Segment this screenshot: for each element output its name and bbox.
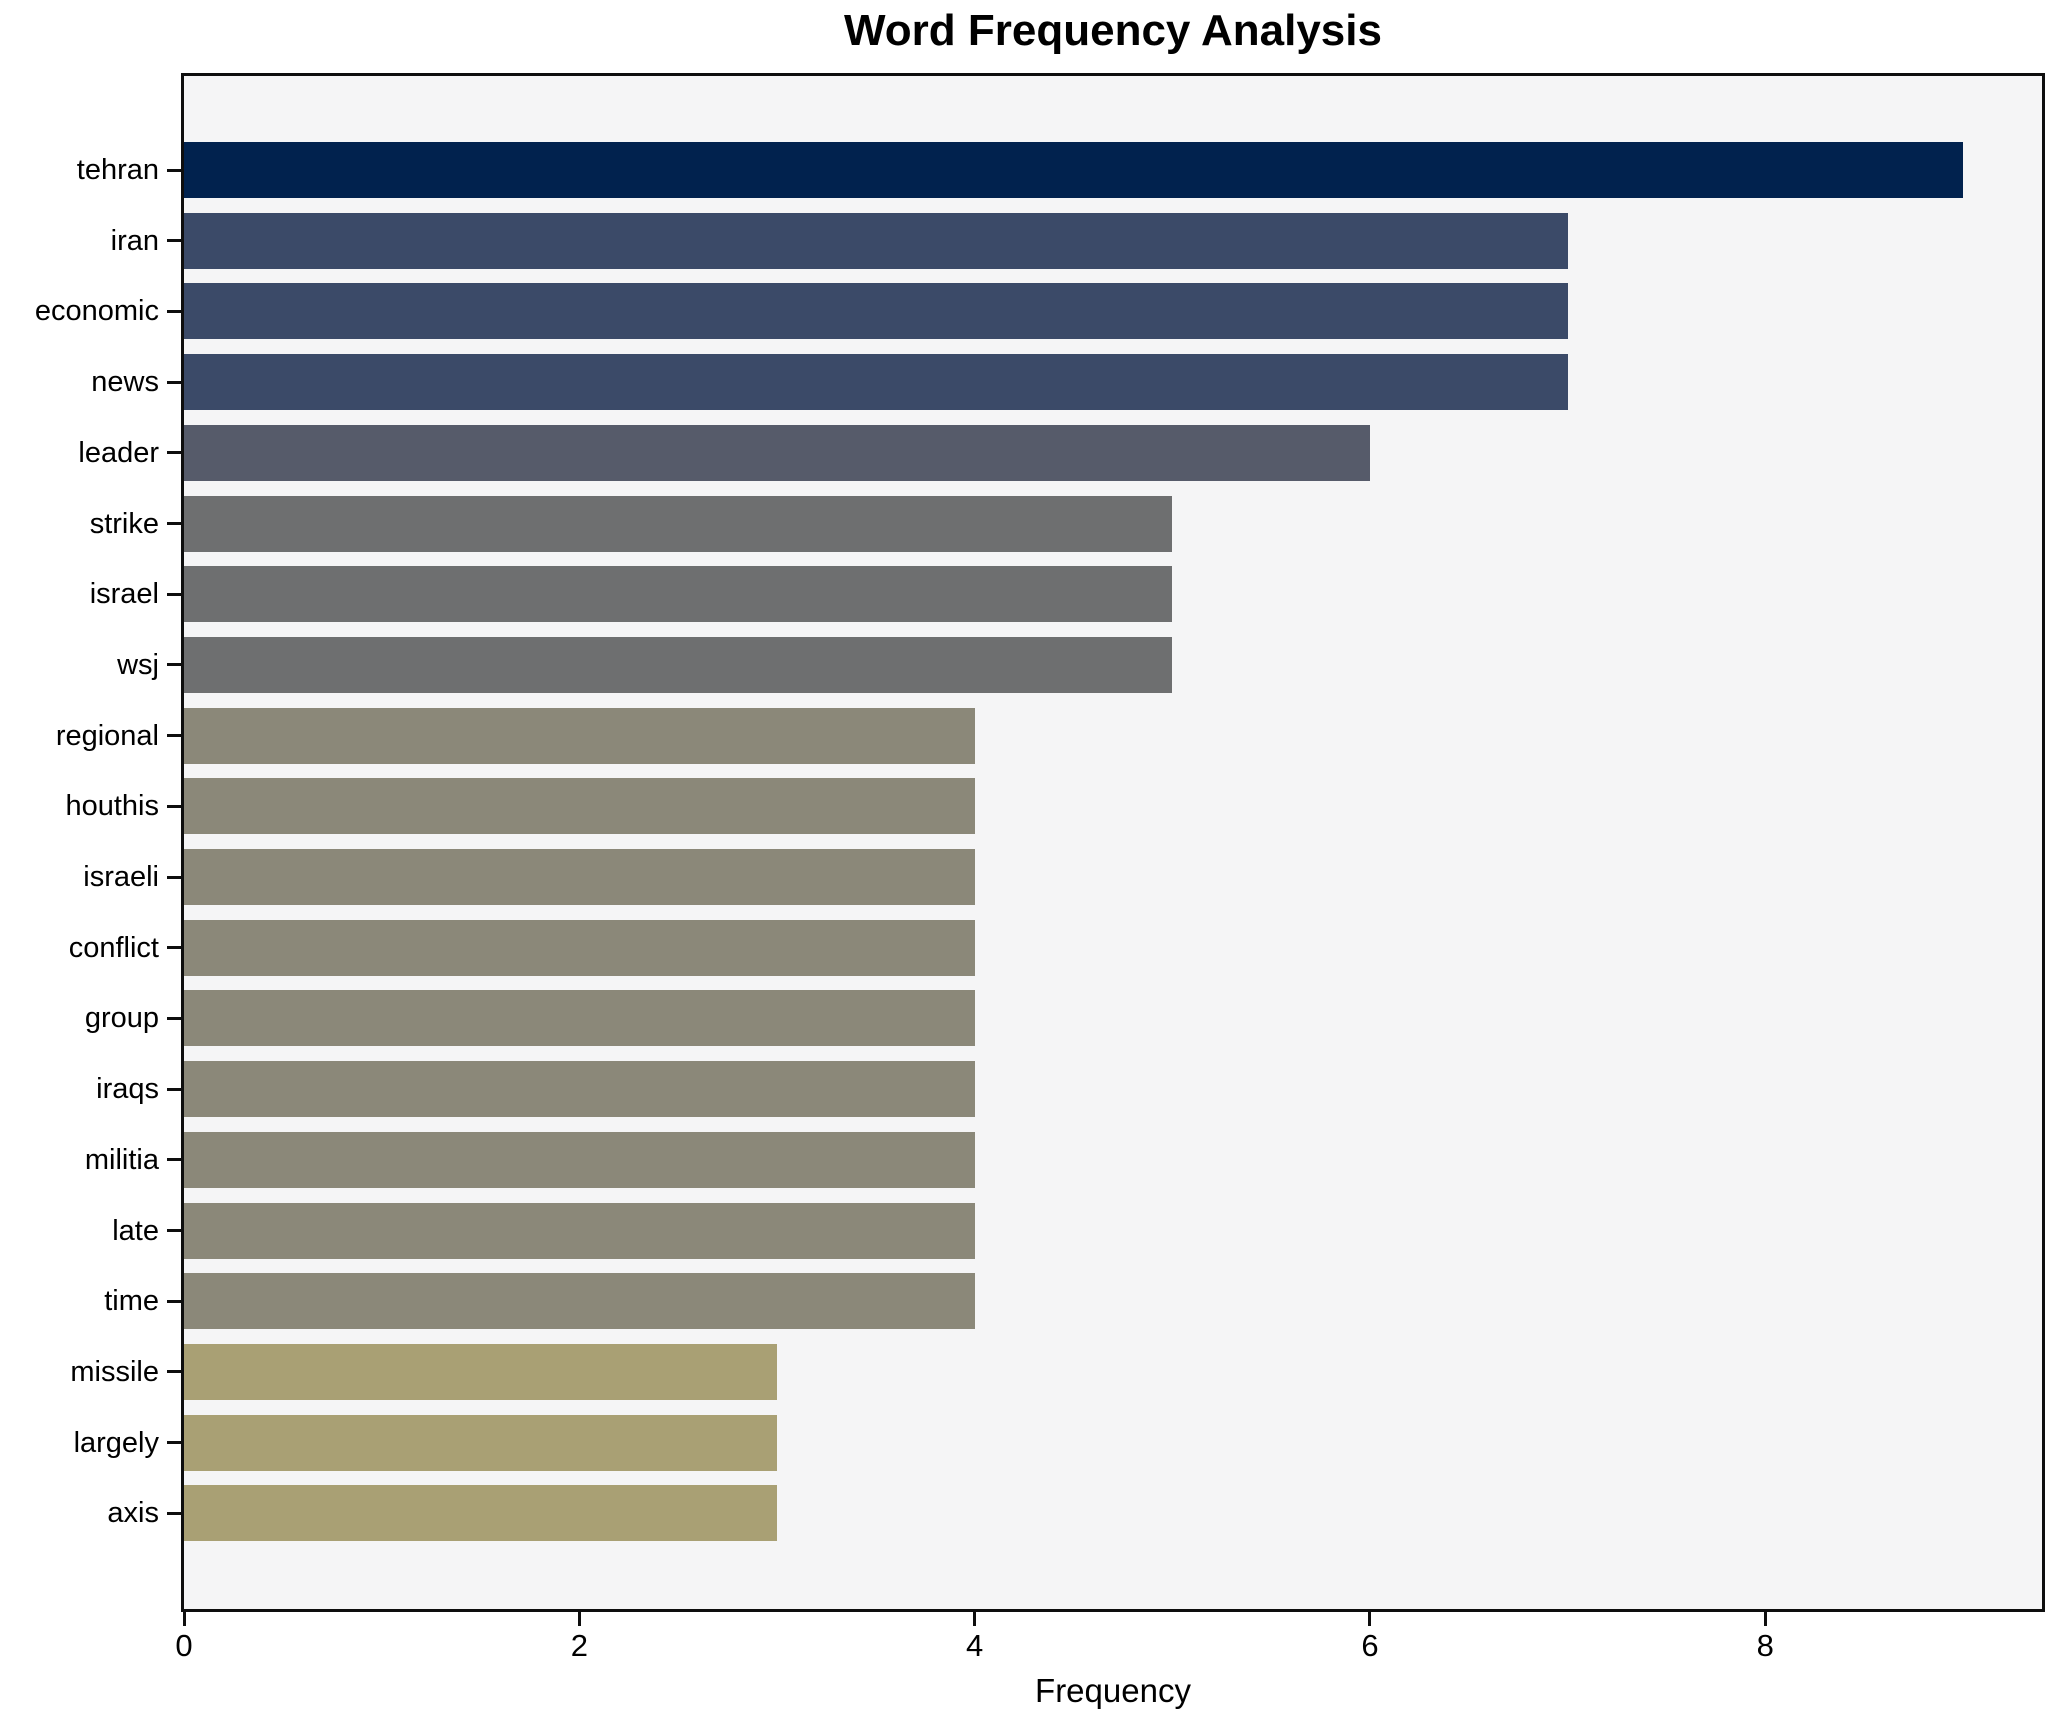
y-tick-strike [167, 522, 181, 525]
bar-strike [184, 495, 1173, 552]
bar-israel [184, 566, 1173, 623]
y-tick-label-iran: iran [110, 224, 159, 257]
bar-militia [184, 1131, 975, 1188]
x-tick-label-8: 8 [1756, 1628, 1774, 1663]
y-tick-label-time: time [104, 1285, 159, 1318]
y-tick-largely [167, 1441, 181, 1445]
y-tick-axis [167, 1511, 181, 1515]
y-tick-label-israeli: israeli [83, 861, 159, 893]
bar-conflict [184, 919, 975, 976]
x-tick-label-2: 2 [570, 1628, 588, 1663]
y-tick-militia [167, 1158, 181, 1162]
bar-israeli [184, 849, 975, 905]
bar-economic [184, 283, 1568, 340]
bar-leader [184, 424, 1370, 481]
bar-group [184, 990, 975, 1047]
y-tick-label-late: late [112, 1214, 159, 1247]
y-tick-tehran [167, 168, 181, 172]
y-tick-late [167, 1229, 181, 1232]
y-tick-label-regional: regional [55, 719, 159, 752]
y-tick-label-strike: strike [89, 507, 159, 540]
bar-iraqs [184, 1061, 975, 1118]
y-tick-regional [167, 734, 181, 738]
y-tick-label-iraqs: iraqs [96, 1073, 159, 1106]
chart-title: Word Frequency Analysis [844, 6, 1382, 55]
x-tick-label-0: 0 [175, 1628, 193, 1663]
y-tick-label-news: news [91, 366, 159, 399]
bar-houthis [184, 778, 975, 835]
bar-missile [184, 1343, 777, 1400]
bar-news [184, 354, 1568, 411]
y-tick-iran [167, 239, 181, 243]
bar-tehran [184, 142, 1963, 198]
x-tick-8 [1763, 1612, 1767, 1626]
y-tick-label-economic: economic [34, 295, 159, 328]
y-tick-news [167, 380, 181, 384]
y-tick-label-leader: leader [78, 436, 159, 469]
y-tick-label-israel: israel [89, 578, 159, 611]
y-tick-conflict [167, 946, 181, 950]
x-tick-6 [1368, 1612, 1372, 1626]
y-tick-israeli [167, 875, 181, 879]
y-tick-label-missile: missile [70, 1355, 159, 1388]
bar-regional [184, 707, 975, 764]
y-tick-label-militia: militia [84, 1143, 159, 1176]
y-tick-wsj [167, 663, 181, 667]
x-tick-2 [577, 1612, 581, 1626]
y-tick-leader [167, 451, 181, 455]
y-tick-economic [167, 309, 181, 313]
bar-iran [184, 212, 1568, 269]
bar-wsj [184, 636, 1173, 693]
y-tick-houthis [167, 804, 181, 808]
y-tick-label-tehran: tehran [76, 154, 159, 186]
y-tick-label-houthis: houthis [65, 790, 159, 823]
bar-largely [184, 1414, 777, 1471]
y-tick-label-wsj: wsj [117, 648, 159, 681]
x-tick-label-4: 4 [966, 1628, 984, 1663]
bar-axis [184, 1485, 777, 1542]
y-tick-missile [167, 1370, 181, 1374]
y-tick-label-axis: axis [107, 1497, 159, 1530]
y-tick-time [167, 1299, 181, 1303]
y-tick-israel [167, 592, 181, 596]
x-tick-label-6: 6 [1361, 1628, 1379, 1663]
bar-time [184, 1273, 975, 1330]
x-axis-label: Frequency [1035, 1672, 1191, 1709]
x-tick-4 [973, 1612, 977, 1626]
x-tick-0 [182, 1612, 186, 1626]
y-tick-label-conflict: conflict [68, 931, 159, 964]
y-tick-group [167, 1016, 181, 1020]
y-tick-iraqs [167, 1087, 181, 1091]
y-tick-label-largely: largely [73, 1426, 159, 1459]
y-tick-label-group: group [84, 1002, 159, 1035]
bar-late [184, 1202, 975, 1259]
